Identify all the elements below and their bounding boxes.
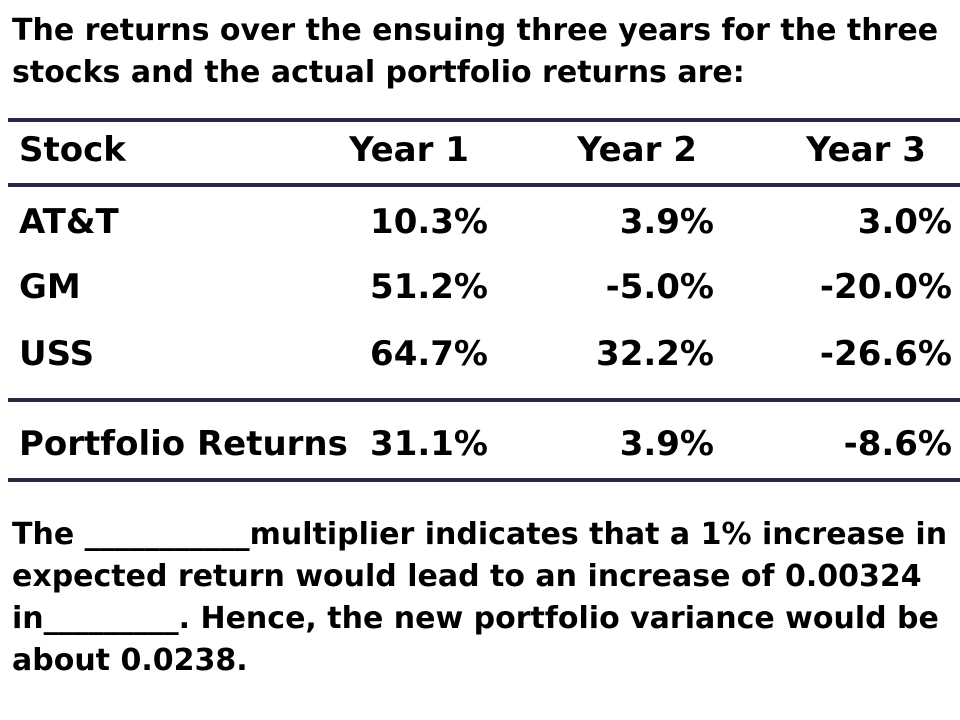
year-2-return: 32.2% <box>596 334 714 374</box>
year-1-return: 10.3% <box>370 202 488 242</box>
year-2-return: 3.9% <box>619 202 714 242</box>
header-year-3: Year 3 <box>806 130 926 170</box>
table-top-rule <box>8 118 960 122</box>
year-3-return: -20.0% <box>819 267 952 307</box>
header-rule <box>8 183 960 187</box>
portfolio-year-3: -8.6% <box>843 424 952 464</box>
header-year-1: Year 1 <box>349 130 469 170</box>
portfolio-year-2: 3.9% <box>619 424 714 464</box>
year-2-return: -5.0% <box>605 267 714 307</box>
portfolio-top-rule <box>8 398 960 402</box>
year-3-return: 3.0% <box>857 202 952 242</box>
year-1-return: 51.2% <box>370 267 488 307</box>
year-1-return: 64.7% <box>370 334 488 374</box>
stock-name: AT&T <box>19 202 119 242</box>
intro-text: The returns over the ensuing three years… <box>12 13 939 90</box>
header-stock: Stock <box>19 130 126 170</box>
portfolio-label: Portfolio Returns <box>19 424 348 464</box>
stock-name: USS <box>19 334 95 374</box>
closing-text: The ___________multiplier indicates that… <box>12 517 948 678</box>
header-year-2: Year 2 <box>577 130 697 170</box>
stock-name: GM <box>19 267 81 307</box>
table-bottom-rule <box>8 478 960 482</box>
year-3-return: -26.6% <box>819 334 952 374</box>
portfolio-year-1: 31.1% <box>370 424 488 464</box>
